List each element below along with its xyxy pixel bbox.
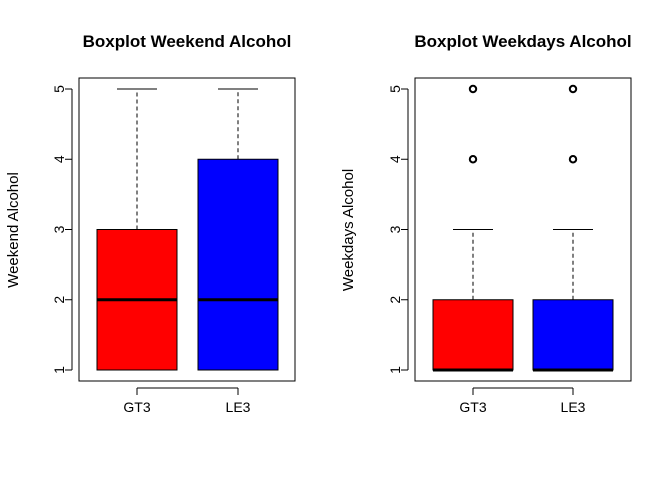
y-tick-label: 5 bbox=[387, 85, 403, 93]
y-tick-label: 4 bbox=[387, 155, 403, 163]
chart-title: Boxplot Weekend Alcohol bbox=[83, 32, 292, 51]
box-gt3 bbox=[432, 84, 514, 372]
y-axis-label: Weekdays Alcohol bbox=[340, 169, 357, 291]
box-le3 bbox=[197, 88, 279, 371]
iqr-box bbox=[432, 299, 514, 371]
x-tick-label: GT3 bbox=[123, 399, 150, 415]
outlier-point bbox=[568, 84, 578, 94]
x-tick-label: LE3 bbox=[561, 399, 586, 415]
y-tick-label: 1 bbox=[51, 366, 67, 374]
y-tick-label: 3 bbox=[51, 225, 67, 233]
x-tick-label: GT3 bbox=[459, 399, 486, 415]
y-tick-label: 2 bbox=[51, 296, 67, 304]
plot-frame bbox=[78, 77, 296, 382]
box-le3 bbox=[532, 84, 614, 372]
x-tick-label: LE3 bbox=[226, 399, 251, 415]
iqr-box bbox=[197, 158, 279, 371]
weekdays-alcohol-panel: Boxplot Weekdays Alcohol Weekdays Alcoho… bbox=[340, 32, 632, 415]
y-tick-label: 1 bbox=[387, 366, 403, 374]
plot-frame bbox=[414, 77, 632, 382]
y-tick-label: 3 bbox=[387, 225, 403, 233]
y-tick-label: 4 bbox=[51, 155, 67, 163]
box-gt3 bbox=[96, 88, 178, 371]
outlier-point bbox=[468, 84, 478, 94]
y-tick-label: 5 bbox=[51, 85, 67, 93]
weekend-alcohol-panel: Boxplot Weekend Alcohol Weekend Alcohol … bbox=[5, 32, 296, 415]
chart-title: Boxplot Weekdays Alcohol bbox=[414, 32, 631, 51]
iqr-box bbox=[532, 299, 614, 371]
outlier-point bbox=[468, 155, 478, 164]
y-axis-label: Weekend Alcohol bbox=[5, 172, 22, 288]
outlier-point bbox=[568, 155, 578, 164]
y-tick-label: 2 bbox=[387, 296, 403, 304]
